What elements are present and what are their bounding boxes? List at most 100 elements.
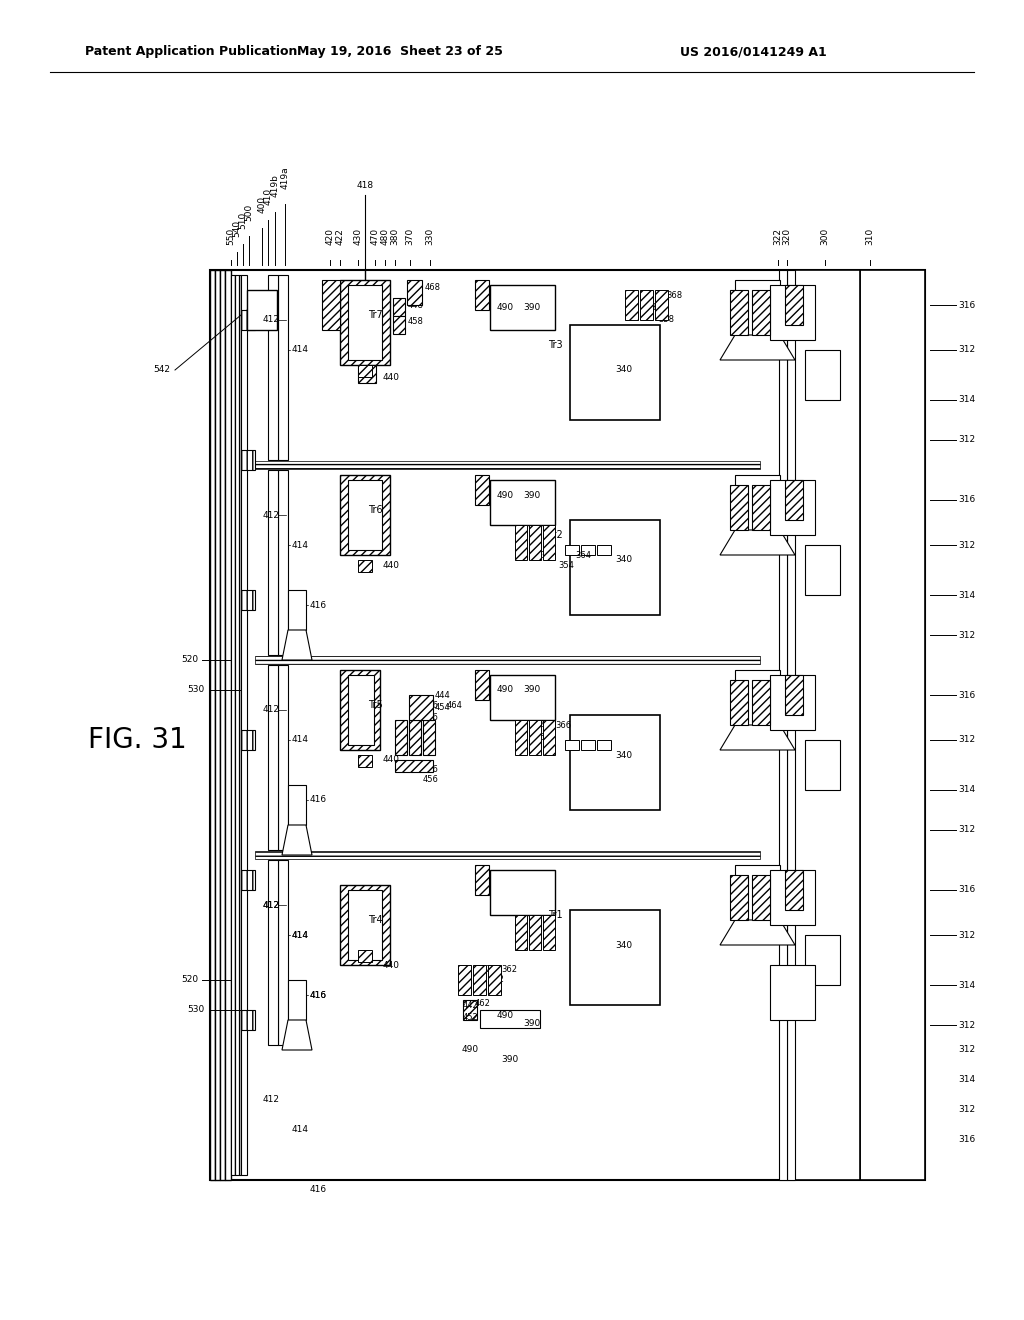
Text: 430: 430 xyxy=(353,228,362,246)
Bar xyxy=(288,979,306,1020)
Bar xyxy=(785,480,803,520)
Text: 520: 520 xyxy=(181,656,198,664)
Text: 470: 470 xyxy=(371,228,380,246)
Text: 412: 412 xyxy=(263,1096,280,1105)
Text: 312: 312 xyxy=(958,825,975,834)
Text: 316: 316 xyxy=(958,495,975,504)
Bar xyxy=(268,861,278,1045)
Text: 410: 410 xyxy=(263,187,272,205)
Bar xyxy=(735,475,780,531)
Text: 418: 418 xyxy=(356,181,374,190)
Bar xyxy=(752,290,770,335)
Text: 322: 322 xyxy=(773,228,782,246)
Text: 312: 312 xyxy=(958,631,975,639)
Bar xyxy=(220,271,225,1180)
Bar xyxy=(735,865,780,920)
Text: 312: 312 xyxy=(958,540,975,549)
Bar xyxy=(407,280,422,305)
Text: 314: 314 xyxy=(958,1076,975,1085)
Bar xyxy=(255,656,760,664)
Text: 458: 458 xyxy=(408,318,424,326)
Bar xyxy=(278,665,288,850)
Text: 414: 414 xyxy=(292,735,309,744)
Bar xyxy=(490,675,555,719)
Bar xyxy=(358,560,372,572)
Text: 312: 312 xyxy=(958,436,975,445)
Text: 340: 340 xyxy=(615,751,632,759)
Text: 440: 440 xyxy=(383,755,400,764)
Polygon shape xyxy=(720,725,795,750)
Text: US 2016/0141249 A1: US 2016/0141249 A1 xyxy=(680,45,826,58)
Bar xyxy=(570,909,660,1005)
Text: 412: 412 xyxy=(263,900,280,909)
Text: 454: 454 xyxy=(435,704,451,713)
Text: 416: 416 xyxy=(310,601,327,610)
Bar xyxy=(581,545,595,554)
Bar xyxy=(358,366,372,378)
Text: May 19, 2016  Sheet 23 of 25: May 19, 2016 Sheet 23 of 25 xyxy=(297,45,503,58)
Bar xyxy=(529,525,541,560)
Bar xyxy=(785,675,803,715)
Text: 352: 352 xyxy=(488,975,504,985)
Text: Tr6: Tr6 xyxy=(368,506,382,515)
Bar xyxy=(543,915,555,950)
Text: 414: 414 xyxy=(292,346,309,355)
Bar xyxy=(288,590,306,630)
Bar xyxy=(490,870,555,915)
Bar xyxy=(795,271,860,1180)
Bar xyxy=(515,915,527,950)
Text: 340: 340 xyxy=(615,366,632,375)
Text: 414: 414 xyxy=(292,931,309,940)
Bar xyxy=(752,680,770,725)
Text: 542: 542 xyxy=(153,366,170,375)
Bar xyxy=(570,520,660,615)
Text: 366: 366 xyxy=(555,721,571,730)
Text: 310: 310 xyxy=(865,228,874,246)
Text: 466: 466 xyxy=(423,701,439,710)
Bar xyxy=(340,671,380,750)
Bar xyxy=(409,696,433,719)
Bar xyxy=(475,671,489,700)
Bar xyxy=(475,280,489,310)
Text: 520: 520 xyxy=(181,975,198,985)
Bar xyxy=(241,730,255,750)
Text: 390: 390 xyxy=(523,685,541,694)
Polygon shape xyxy=(720,531,795,554)
Bar xyxy=(785,870,803,909)
Text: 346: 346 xyxy=(535,721,551,730)
Bar xyxy=(395,760,433,772)
Bar xyxy=(597,741,611,750)
Bar xyxy=(770,480,815,535)
Bar xyxy=(358,755,372,767)
Text: 412: 412 xyxy=(263,315,280,325)
Text: 390: 390 xyxy=(523,304,541,313)
Text: 412: 412 xyxy=(263,705,280,714)
Text: 312: 312 xyxy=(958,1106,975,1114)
Text: FIG. 31: FIG. 31 xyxy=(88,726,186,754)
Bar xyxy=(480,1010,540,1028)
Text: 550: 550 xyxy=(226,228,236,246)
Text: 530: 530 xyxy=(187,685,205,694)
Text: 390: 390 xyxy=(502,1056,518,1064)
Text: 452: 452 xyxy=(463,1012,479,1022)
Text: 500: 500 xyxy=(245,203,254,220)
Text: 358: 358 xyxy=(658,315,674,325)
Text: Patent Application Publication: Patent Application Publication xyxy=(85,45,297,58)
Text: 380: 380 xyxy=(390,228,399,246)
Text: 390: 390 xyxy=(523,491,541,499)
Bar xyxy=(241,310,255,330)
Bar xyxy=(730,680,748,725)
Bar xyxy=(785,285,803,325)
Bar xyxy=(655,290,668,319)
Bar xyxy=(395,719,407,755)
Bar xyxy=(770,285,815,341)
Text: 412: 412 xyxy=(263,900,280,909)
Bar xyxy=(860,271,925,1180)
Text: 330: 330 xyxy=(426,228,434,246)
Text: 490: 490 xyxy=(497,304,514,313)
Bar xyxy=(565,545,579,554)
Text: 440: 440 xyxy=(383,961,400,969)
Text: 456: 456 xyxy=(423,714,439,722)
Bar xyxy=(770,870,815,925)
Bar xyxy=(529,719,541,755)
